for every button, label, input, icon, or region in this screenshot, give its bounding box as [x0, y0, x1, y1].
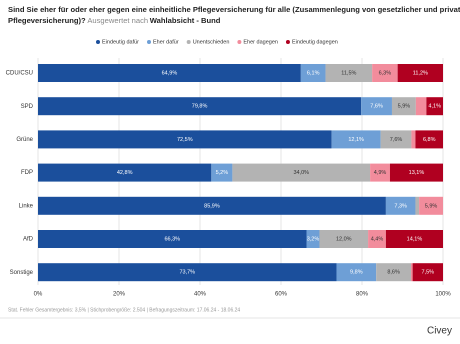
title: Sind Sie eher für oder eher gegen eine e… — [8, 5, 460, 14]
value-label: 5,9% — [398, 104, 411, 110]
value-label: 7,3% — [394, 203, 407, 209]
legend-marker — [237, 40, 242, 44]
bar-segment — [38, 130, 332, 149]
value-label: 34,0% — [293, 170, 309, 176]
bar-segment — [331, 130, 381, 149]
bar-segment — [361, 97, 392, 116]
category-label: SPD — [21, 104, 34, 110]
value-label: 7,5% — [422, 270, 435, 276]
value-label: 72,5% — [177, 137, 193, 143]
value-label: 13,1% — [409, 170, 425, 176]
bar-segment — [385, 196, 416, 215]
legend-label: Eher dagegen — [243, 39, 278, 45]
legend-label: Unentschieden — [193, 39, 230, 45]
bar-segment — [372, 64, 398, 82]
category-label: Sonstige — [10, 270, 34, 276]
value-label: 4,1% — [428, 104, 441, 110]
value-label: 85,9% — [204, 203, 220, 209]
legend-marker — [96, 40, 100, 44]
value-label: 42,8% — [117, 170, 133, 176]
bar-segment — [306, 230, 320, 248]
value-label: 6,3% — [379, 70, 392, 76]
bar-segment — [376, 263, 412, 282]
bar-segment — [380, 130, 412, 149]
bar-segment — [415, 196, 420, 215]
value-label: 3,2% — [307, 236, 320, 242]
bar-segment — [368, 230, 386, 248]
category-label: Grüne — [16, 137, 33, 143]
bar-segment — [389, 163, 443, 182]
subtitle: Ausgewertet nach — [87, 16, 148, 25]
value-label: 8,6% — [387, 270, 400, 276]
bar-segment — [336, 263, 377, 282]
bar-segment — [397, 64, 443, 82]
title: Pflegeversicherung)? — [8, 16, 86, 25]
bar-segment — [38, 263, 337, 282]
bar-segment — [38, 64, 301, 82]
x-tick-label: 60% — [275, 292, 288, 298]
bar-segment — [211, 163, 233, 182]
legend-marker — [285, 40, 290, 44]
subtitle: Wahlabsicht - Bund — [150, 16, 221, 25]
x-tick-label: 20% — [113, 292, 126, 298]
value-label: 9,8% — [350, 270, 363, 276]
bar-segment — [300, 64, 326, 82]
legend-label: Eher dafür — [153, 39, 179, 45]
value-label: 5,9% — [425, 203, 438, 209]
value-label: 12,1% — [348, 137, 364, 143]
x-tick-label: 0% — [34, 292, 43, 298]
legend-marker — [186, 40, 191, 44]
value-label: 11,5% — [341, 70, 356, 76]
bar-segment — [325, 64, 373, 82]
legend-marker — [147, 40, 151, 44]
value-label: 7,6% — [390, 137, 403, 143]
value-label: 79,8% — [192, 104, 208, 110]
category-label: AfD — [23, 237, 34, 243]
value-label: 73,7% — [179, 270, 195, 276]
value-label: 12,0% — [336, 236, 352, 242]
value-label: 66,3% — [164, 236, 180, 242]
bar-segment — [415, 130, 443, 149]
x-tick-label: 100% — [435, 292, 451, 298]
bar-segment — [38, 97, 362, 116]
value-label: 4,4% — [371, 236, 384, 242]
bar-segment — [38, 230, 307, 248]
value-label: 64,9% — [162, 70, 178, 76]
value-label: 6,1% — [307, 70, 320, 76]
bar-segment — [415, 97, 427, 116]
bar-segment — [319, 230, 369, 248]
value-label: 4,9% — [374, 170, 387, 176]
x-tick-label: 80% — [356, 292, 369, 298]
category-label: FDP — [21, 170, 33, 176]
bar-segment — [38, 196, 386, 215]
footer: Stat. Fehler Gesamtergebnis: 3,5% | Stic… — [8, 307, 240, 313]
value-label: 14,1% — [407, 236, 423, 242]
bar-segment — [412, 263, 443, 282]
bar-segment — [411, 130, 416, 149]
bar-segment — [232, 163, 371, 182]
bar-segment — [411, 263, 413, 282]
value-label: 7,6% — [370, 104, 383, 110]
brand: Civey — [427, 326, 452, 337]
x-tick-label: 40% — [194, 292, 207, 298]
bar-segment — [426, 97, 443, 116]
title-line: Pflegeversicherung)? Ausgewertet nach Wa… — [8, 16, 221, 25]
bar-segment — [385, 230, 443, 248]
bar-segment — [391, 97, 416, 116]
bar-segment — [370, 163, 390, 182]
category-label: Linke — [19, 203, 34, 209]
bar-segment — [38, 163, 212, 182]
value-label: 6,8% — [423, 137, 436, 143]
bar-segment — [419, 196, 443, 215]
value-label: 11,2% — [413, 70, 428, 76]
category-label: CDU/CSU — [6, 71, 33, 77]
legend-label: Eindeutig dafür — [102, 39, 139, 45]
legend-label: Eindeutig dagegen — [292, 39, 338, 45]
value-label: 5,2% — [216, 170, 229, 176]
